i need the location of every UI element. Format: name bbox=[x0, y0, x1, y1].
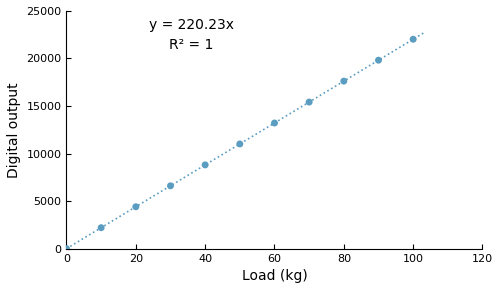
Point bbox=[62, 246, 70, 251]
Point bbox=[201, 163, 209, 167]
Point bbox=[132, 204, 140, 209]
Text: y = 220.23x
R² = 1: y = 220.23x R² = 1 bbox=[149, 18, 234, 52]
Point bbox=[374, 58, 382, 63]
Point bbox=[340, 79, 348, 84]
Point bbox=[409, 37, 417, 41]
Point bbox=[166, 184, 174, 188]
X-axis label: Load (kg): Load (kg) bbox=[242, 269, 308, 283]
Point bbox=[305, 100, 313, 104]
Point bbox=[236, 142, 244, 146]
Point bbox=[97, 225, 105, 230]
Y-axis label: Digital output: Digital output bbox=[7, 82, 21, 177]
Point bbox=[270, 121, 278, 125]
